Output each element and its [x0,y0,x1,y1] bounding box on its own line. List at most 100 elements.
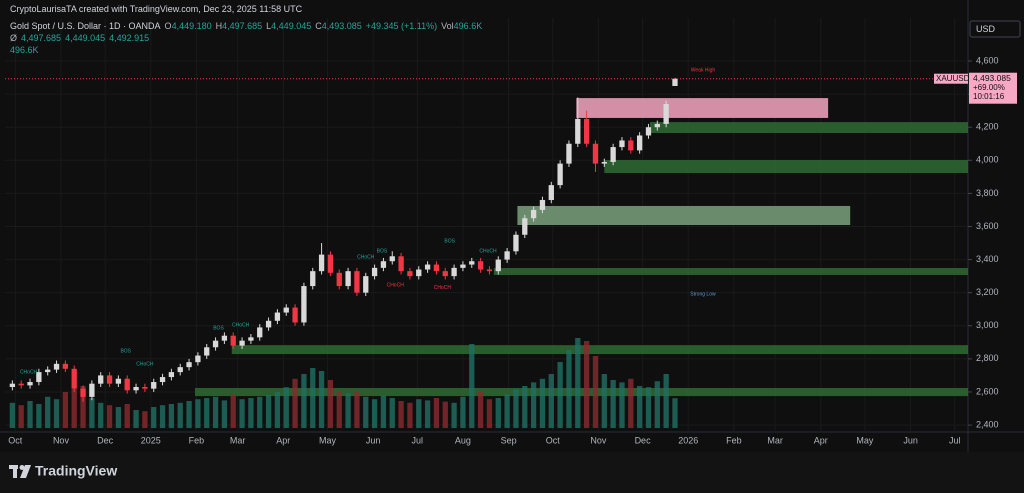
candle-body [469,261,475,265]
y-tick-label: 2,400 [976,419,999,429]
volume-bar [610,380,616,428]
volume-bar [292,378,298,428]
candle-body [407,271,413,277]
candle-body [654,123,660,128]
legend-item: Vol496.6K [441,21,482,31]
volume-bar [636,386,643,428]
volume-bar [601,374,607,428]
zone [649,122,968,133]
volume-bar [45,396,51,428]
legend-item: H4,497.685 [216,21,263,31]
candle-body [398,256,404,272]
volume-bar [363,396,369,428]
legend: Gold Spot / U.S. Dollar · 1D · OANDA O4,4… [10,21,486,31]
candle-body [239,340,245,346]
volume-bar [18,405,24,428]
y-tick-label: 2,600 [976,386,999,396]
candle-body [672,78,678,86]
candle-body [106,375,113,384]
volume-bar [442,401,448,428]
candle-body [645,127,652,136]
candle-body [636,135,643,151]
annotation: BOS [120,349,131,355]
y-tick-label: 3,400 [976,254,999,264]
volume-bar [310,368,316,428]
candle-body [442,271,448,277]
candle-body [460,264,466,268]
legend-item: +49.345 (+1.11%) [366,21,437,31]
candle-body [301,286,307,323]
volume-bar [592,356,599,428]
volume-bar [80,386,86,428]
annotation: CHoCH [387,282,405,288]
x-tick-label: Feb [189,435,205,445]
logo-part [20,465,31,478]
y-tick-label: 4,600 [976,55,999,65]
candle-body [495,259,501,272]
legend-key: O [164,21,172,31]
zone [576,98,829,118]
candle-body [575,118,581,144]
x-tick-label: Feb [726,435,742,445]
x-tick-label: 2026 [678,435,698,445]
x-tick-label: Nov [53,435,70,445]
indicator-legend: Ø 4,497.685 4,449.045 4,492.915 [10,33,153,43]
candle-body [530,209,537,219]
candle-body [566,143,572,164]
currency[interactable]: USD [976,24,996,34]
volume-bar [336,390,342,428]
candle-body [557,163,563,186]
volume-bar [177,402,183,428]
legend-value: 4,497.685 [222,21,263,31]
candle-body [318,254,325,272]
candle-body [371,267,378,277]
annotation: CHoCH [357,254,375,260]
volume-bar [380,395,387,428]
currency-box[interactable] [969,20,1021,38]
x-tick-label: Oct [8,435,23,445]
candle-body [601,161,607,164]
candle-body [159,377,166,383]
y-tick-label: 4,000 [976,155,999,165]
candle-body [248,337,254,341]
volume-bar [663,374,669,428]
candle-body [80,388,86,397]
y-tick-label: 3,600 [976,221,999,231]
legend-value: 4,493.085 [321,21,362,31]
candle-body [89,383,95,397]
legend-key: Vol [441,21,454,31]
candle-body [151,382,157,389]
x-tick-label: Jul [412,435,424,445]
footer-bar [0,452,1024,493]
legend-key: L [266,21,272,31]
x-tick-label: May [319,435,337,445]
candle-body [433,264,440,272]
credit: CryptoLaurisaTA created with TradingView… [10,4,303,14]
symbol-label-bg [934,73,968,84]
zones [194,98,969,397]
legend-value: +49.345 (+1.11%) [365,21,438,31]
brand: TradingView [35,463,117,479]
volume-bar [672,398,678,428]
annotation: CHoCH [479,248,497,254]
candle-body [336,272,342,287]
volume-bar [566,350,572,428]
annotation: CHoCH [20,369,38,375]
volume-bar [416,399,422,428]
x-tick-label: Mar [767,435,783,445]
candle-body [583,118,590,144]
candle-body [663,104,669,124]
x-tick-label: Oct [546,435,561,445]
candle-body [424,264,431,270]
axes: 2,400 2,600 2,800 3,000 3,200 3,400 3,600 3,800… [5,55,1017,445]
candle-body [451,267,457,277]
last-price-label: 4,493.085 [973,73,1011,83]
indicator-value: 4,449.045 [65,33,106,43]
x-tick-label: Apr [276,435,290,445]
candle-body [265,320,272,328]
x-tick-label: Dec [97,435,114,445]
candle-body [274,312,281,321]
volume-bar [71,389,77,428]
